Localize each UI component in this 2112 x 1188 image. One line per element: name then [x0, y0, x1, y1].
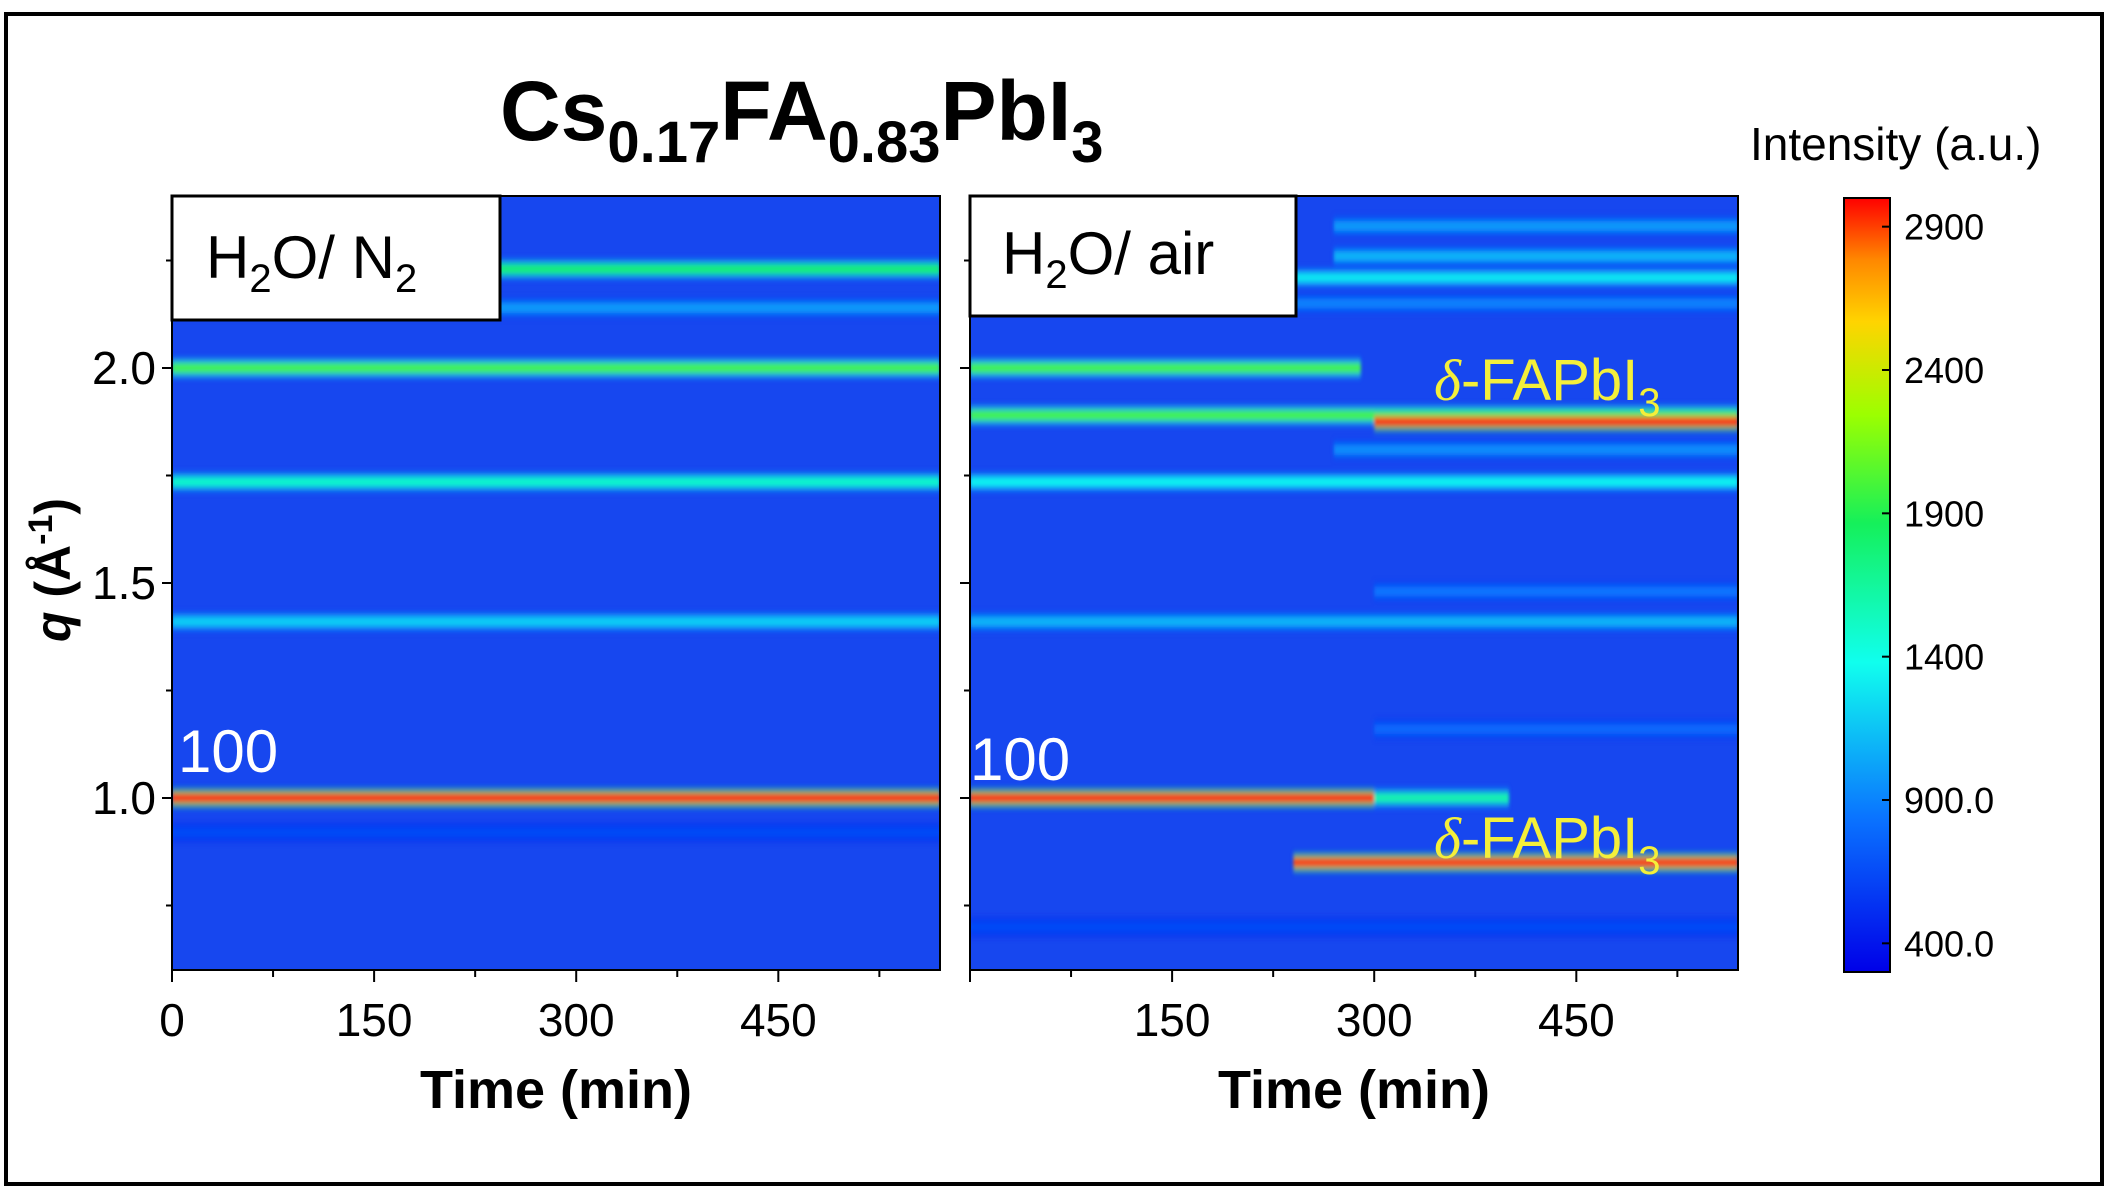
- x-axis: 0 150 300 450: [159, 970, 881, 1046]
- heatmap-band-15: [970, 922, 1738, 932]
- heatmap-band-0: [1333, 221, 1738, 232]
- heatmap-band-5: [970, 410, 1738, 421]
- heatmap-band-6: [1374, 416, 1738, 427]
- heatmap-bands: [970, 217, 1738, 936]
- colorbar-title: Intensity (a.u.): [1750, 118, 2041, 170]
- heatmap-band-1: [172, 302, 940, 313]
- x-tick-label: 150: [1134, 994, 1211, 1046]
- panel-label-box: H2O/ N2: [170, 194, 502, 322]
- heatmap-band-4: [172, 616, 940, 627]
- heatmap-band-4: [970, 363, 1361, 373]
- heatmap-band-14: [1293, 857, 1738, 868]
- heatmap-band-13: [1374, 793, 1509, 803]
- colorbar-tick-label: 1400: [1904, 637, 1984, 678]
- heatmap-band-0: [172, 264, 940, 275]
- heatmap-band-12: [970, 793, 1375, 803]
- heatmap-band-7: [1333, 444, 1738, 455]
- heatmap-panel-n2: 0 150 300 450 2.0 1.5 1.0 H2O/ N2 100 Time (m…: [92, 194, 941, 1120]
- heatmap-band-10: [1374, 586, 1738, 597]
- y-tick-label: 2.0: [92, 342, 156, 394]
- x-tick-label: 300: [538, 994, 615, 1046]
- y-tick-label: 1.0: [92, 772, 156, 824]
- panel-label-n2: H2O/ N2: [206, 224, 417, 301]
- heatmap-band-3: [970, 298, 1738, 309]
- y-axis: 2.0 1.5 1.0: [92, 259, 172, 907]
- heatmap-band-3: [172, 476, 940, 487]
- colorbar-tick-label: 900.0: [1904, 780, 1994, 821]
- x-tick-label: 150: [336, 994, 413, 1046]
- heatmap-band-5: [172, 793, 940, 803]
- x-axis-title: Time (min): [1218, 1060, 1490, 1120]
- x-tick-label: 450: [1538, 994, 1615, 1046]
- x-tick-label: 300: [1336, 994, 1413, 1046]
- colorbar-tick-label: 2900: [1904, 207, 1984, 248]
- peak-label-100: 100: [178, 718, 278, 785]
- heatmap-panel-air: 150 300 450 H2O/ air 100 δ-FAPbI3 δ-FAPbI3…: [960, 194, 1739, 1120]
- heatmap-band-2: [970, 272, 1738, 283]
- x-axis-title: Time (min): [420, 1060, 692, 1120]
- peak-label-100: 100: [970, 726, 1070, 793]
- delta-fapbi3-label-lower: δ-FAPbI3: [1434, 806, 1661, 883]
- x-axis: 150 300 450: [969, 970, 1679, 1046]
- panel-label-air: H2O/ air: [1002, 220, 1214, 297]
- colorbar-tick-label: 400.0: [1904, 923, 1994, 964]
- heatmap-bands: [172, 260, 940, 842]
- heatmap-band-2: [172, 363, 940, 373]
- colorbar-ticks: 2900 2400 1900 1400 900.0 400.0: [1882, 207, 1994, 964]
- heatmap-band-6: [172, 827, 940, 838]
- x-tick-label: 0: [159, 994, 185, 1046]
- heatmap-band-8: [970, 476, 1738, 487]
- colorbar-tick-label: 2400: [1904, 350, 1984, 391]
- y-axis: [960, 259, 970, 907]
- delta-fapbi3-label-upper: δ-FAPbI3: [1434, 348, 1661, 425]
- y-tick-label: 1.5: [92, 557, 156, 609]
- colorbar-tick-label: 1900: [1904, 493, 1984, 534]
- heatmap-band-9: [970, 616, 1738, 627]
- heatmap-band-11: [1374, 724, 1738, 735]
- x-tick-label: 450: [740, 994, 817, 1046]
- panel-label-box: H2O/ air: [968, 194, 1298, 318]
- heatmap-band-1: [1333, 251, 1738, 262]
- figure-title: Cs0.17FA0.83PbI3: [500, 64, 1103, 175]
- colorbar-gradient: [1843, 197, 1891, 973]
- colorbar: Intensity (a.u.) 2900 2400 1900 1400 900.0 40…: [1750, 118, 2041, 973]
- y-axis-title: q (Å-1): [22, 498, 81, 642]
